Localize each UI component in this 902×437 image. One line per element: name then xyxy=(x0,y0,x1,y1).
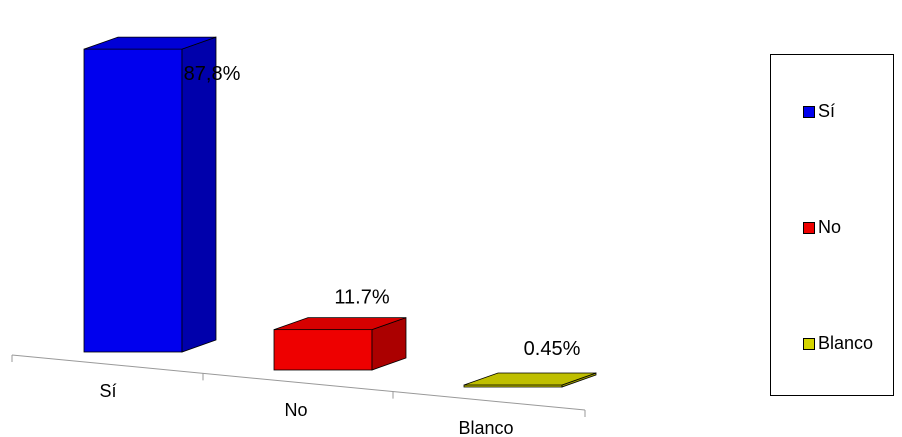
legend-label-si: Sí xyxy=(818,101,836,121)
bar-blanco xyxy=(463,372,597,388)
legend-swatch-no xyxy=(803,221,815,234)
x-tick-label: Blanco xyxy=(458,418,513,437)
data-label: 87,8% xyxy=(184,63,241,85)
bar-front-face xyxy=(273,329,373,371)
chart-plot: 87,8% 11.7% 0.45% Sí No Blanco xyxy=(11,36,597,437)
legend-label-blanco: Blanco xyxy=(818,333,874,353)
legend: Sí No Blanco xyxy=(770,54,894,396)
x-tick-label: Sí xyxy=(99,381,116,401)
legend-swatch-si xyxy=(803,105,815,118)
bar-top-face xyxy=(273,317,407,331)
x-axis-line xyxy=(11,354,586,411)
data-label: 0.45% xyxy=(524,338,581,360)
bar-front-face xyxy=(83,48,183,353)
bar-si xyxy=(83,36,217,353)
bar-top-face xyxy=(83,36,217,50)
legend-label-no: No xyxy=(818,217,842,237)
legend-item-si: Sí xyxy=(803,101,835,122)
x-tick-label: No xyxy=(284,400,307,420)
bar-no xyxy=(273,317,407,371)
data-label: 11.7% xyxy=(334,287,389,309)
legend-item-blanco: Blanco xyxy=(803,333,873,354)
legend-swatch-blanco xyxy=(803,337,815,350)
bar-top-face xyxy=(463,372,597,386)
legend-item-no: No xyxy=(803,217,841,238)
